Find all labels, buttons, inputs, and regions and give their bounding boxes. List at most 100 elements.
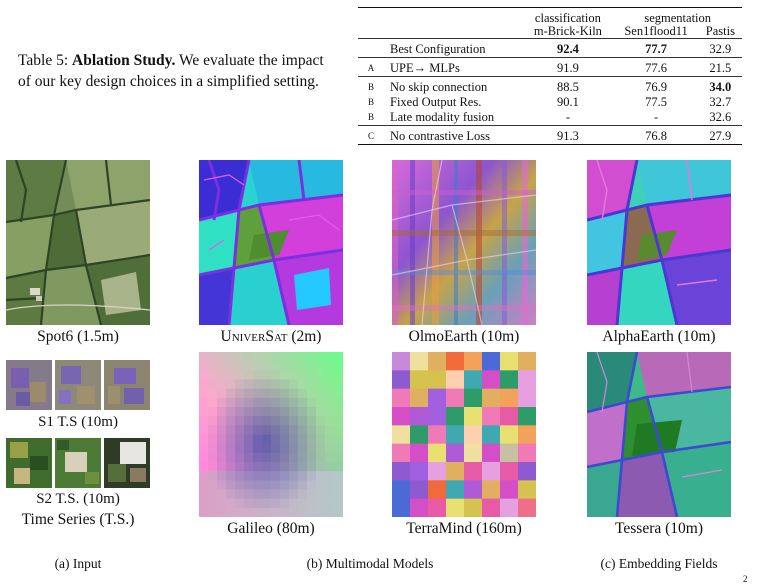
terramind-pixel bbox=[500, 388, 519, 408]
galileo-pixel bbox=[307, 361, 317, 371]
terramind-pixel bbox=[464, 407, 483, 426]
terramind-pixel bbox=[428, 425, 447, 445]
galileo-pixel bbox=[271, 370, 281, 380]
galileo-pixel bbox=[244, 416, 254, 426]
galileo-pixel bbox=[199, 361, 209, 371]
galileo-pixel bbox=[289, 407, 299, 417]
galileo-pixel bbox=[316, 489, 326, 500]
terramind-pixel bbox=[518, 388, 536, 408]
galileo-pixel bbox=[316, 388, 326, 399]
galileo-pixel bbox=[253, 352, 263, 362]
galileo-pixel bbox=[208, 452, 218, 463]
terramind-pixel bbox=[500, 407, 519, 426]
galileo-pixel bbox=[298, 471, 308, 481]
galileo-pixel bbox=[226, 361, 236, 371]
galileo-pixel bbox=[271, 462, 281, 472]
galileo-pixel bbox=[316, 425, 326, 435]
terramind-pixel bbox=[392, 480, 411, 500]
galileo-pixel bbox=[217, 370, 227, 380]
caption-title: Ablation Study. bbox=[72, 52, 176, 69]
header-col-pastis: Pastis bbox=[705, 24, 735, 38]
label-terramind: TerraMind (160m) bbox=[406, 520, 522, 537]
galileo-pixel bbox=[298, 489, 308, 500]
galileo-pixel bbox=[199, 379, 209, 390]
terramind-pixel bbox=[392, 462, 411, 481]
terramind-pixel bbox=[392, 407, 411, 426]
galileo-pixel bbox=[208, 489, 218, 500]
galileo-pixel bbox=[226, 443, 236, 454]
galileo-pixel bbox=[271, 471, 281, 481]
galileo-pixel bbox=[271, 379, 281, 390]
terramind-pixel bbox=[428, 480, 447, 500]
galileo-pixel bbox=[307, 434, 317, 445]
galileo-pixel bbox=[325, 379, 335, 390]
galileo-pixel bbox=[253, 443, 263, 454]
row-group: A bbox=[358, 57, 387, 77]
cell-value: 88.5 bbox=[522, 76, 614, 95]
galileo-pixel bbox=[235, 416, 245, 426]
terramind-pixel bbox=[482, 462, 501, 481]
terramind-pixel bbox=[446, 370, 465, 390]
galileo-pixel bbox=[262, 471, 272, 481]
galileo-pixel bbox=[289, 425, 299, 435]
galileo-pixel bbox=[262, 498, 272, 509]
terramind-pixel bbox=[410, 425, 429, 445]
galileo-pixel bbox=[316, 361, 326, 371]
terramind-pixel bbox=[482, 407, 501, 426]
galileo-pixel bbox=[262, 352, 272, 362]
galileo-pixel bbox=[334, 452, 343, 463]
galileo-pixel bbox=[208, 443, 218, 454]
galileo-pixel bbox=[262, 507, 272, 517]
galileo-pixel bbox=[271, 416, 281, 426]
galileo-pixel bbox=[217, 425, 227, 435]
terramind-pixel bbox=[446, 407, 465, 426]
galileo-pixel bbox=[199, 443, 209, 454]
galileo-pixel bbox=[235, 471, 245, 481]
cell-value: 76.9 bbox=[613, 76, 699, 95]
galileo-pixel bbox=[334, 379, 343, 390]
galileo-pixel bbox=[244, 352, 254, 362]
galileo-pixel bbox=[289, 471, 299, 481]
galileo-pixel bbox=[244, 507, 254, 517]
galileo-pixel bbox=[325, 452, 335, 463]
galileo-pixel bbox=[235, 434, 245, 445]
galileo-pixel bbox=[289, 370, 299, 380]
terramind-pixel bbox=[500, 480, 519, 500]
galileo-pixel bbox=[226, 507, 236, 517]
galileo-pixel bbox=[253, 434, 263, 445]
galileo-pixel bbox=[307, 462, 317, 472]
galileo-pixel bbox=[217, 397, 227, 408]
row-label: Late modality fusion bbox=[390, 110, 495, 124]
galileo-pixel bbox=[289, 352, 299, 362]
galileo-pixel bbox=[271, 388, 281, 399]
galileo-pixel bbox=[208, 480, 218, 490]
galileo-pixel bbox=[253, 480, 263, 490]
galileo-pixel bbox=[199, 370, 209, 380]
galileo-pixel bbox=[334, 462, 343, 472]
galileo-pixel bbox=[262, 407, 272, 417]
terramind-pixel bbox=[410, 498, 429, 517]
terramind-pixel bbox=[482, 388, 501, 408]
galileo-pixel bbox=[199, 489, 209, 500]
galileo-pixel bbox=[208, 388, 218, 399]
galileo-pixel bbox=[334, 471, 343, 481]
galileo-pixel bbox=[298, 407, 308, 417]
galileo-pixel bbox=[280, 407, 290, 417]
galileo-pixel bbox=[262, 462, 272, 472]
galileo-pixel bbox=[217, 480, 227, 490]
galileo-pixel bbox=[271, 498, 281, 509]
row-label: No skip connection bbox=[387, 76, 523, 95]
terramind-pixel bbox=[392, 425, 411, 445]
terramind-pixel bbox=[392, 370, 411, 390]
galileo-pixel bbox=[289, 361, 299, 371]
galileo-pixel bbox=[226, 471, 236, 481]
galileo-pixel bbox=[334, 352, 343, 362]
galileo-pixel bbox=[325, 425, 335, 435]
s1-frame-1 bbox=[6, 360, 52, 410]
galileo-pixel bbox=[253, 452, 263, 463]
galileo-pixel bbox=[298, 462, 308, 472]
galileo-pixel bbox=[262, 434, 272, 445]
terramind-pixel bbox=[518, 443, 536, 463]
galileo-pixel bbox=[334, 480, 343, 490]
galileo-pixel bbox=[208, 416, 218, 426]
